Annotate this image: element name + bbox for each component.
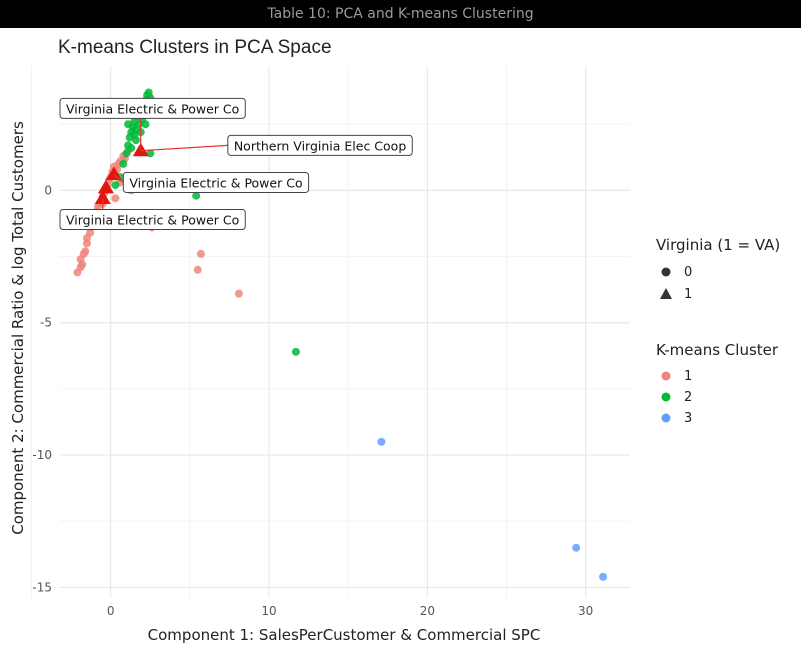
chart-panel: K-means Clusters in PCA Space 0 10 20 30 0-… <box>0 28 801 648</box>
annotation-box <box>59 97 246 119</box>
point-cluster-1 <box>81 247 90 256</box>
legend-label: 2 <box>684 390 692 405</box>
annotation-box <box>59 209 246 231</box>
annotation-label: Virginia Electric & Power Co <box>59 198 246 231</box>
x-axis-ticks: 0 10 20 30 <box>107 604 593 618</box>
annotation-text: Virginia Electric & Power Co <box>66 101 239 116</box>
legends: Virginia (1 = VA) 0 1 K-means Cluster 1 2 3 <box>656 236 780 426</box>
y-axis-ticks: 0 -5 -10 -15 <box>32 183 52 594</box>
point-cluster-2 <box>127 144 136 153</box>
point-cluster-2 <box>122 149 131 158</box>
annotation-connector <box>113 174 124 183</box>
y-tick-label: -15 <box>32 580 52 594</box>
x-tick-label: 0 <box>107 604 115 618</box>
legend-title-cluster: K-means Cluster <box>656 341 779 359</box>
x-tick-label: 10 <box>261 604 276 618</box>
legend-label: 1 <box>684 369 692 384</box>
point-cluster-2 <box>130 130 139 139</box>
x-axis-label: Component 1: SalesPerCustomer & Commerci… <box>148 626 541 644</box>
point-cluster-2 <box>124 120 133 129</box>
annotation-text: Northern Virginia Elec Coop <box>234 138 407 153</box>
point-cluster-2 <box>291 347 300 356</box>
point-cluster-2 <box>119 159 128 168</box>
point-cluster-3 <box>377 437 386 446</box>
annotation-label: Northern Virginia Elec Coop <box>140 134 413 156</box>
point-cluster-2 <box>111 181 120 190</box>
point-cluster-1 <box>111 194 120 203</box>
point-cluster-2 <box>146 149 155 158</box>
annotations: Virginia Electric & Power Co Northern Vir… <box>59 97 413 231</box>
grid-lines <box>31 66 630 598</box>
y-axis-label: Component 2: Commercial Ratio & log Tota… <box>9 121 27 535</box>
annotation-label: Virginia Electric & Power Co <box>113 171 310 193</box>
point-cluster-1 <box>193 265 202 274</box>
point-cluster-1 <box>234 289 243 298</box>
point-cluster-3 <box>572 543 581 552</box>
data-points <box>73 88 608 581</box>
annotation-text: Virginia Electric & Power Co <box>129 175 302 190</box>
window-title: Table 10: PCA and K-means Clustering <box>267 6 534 22</box>
legend-key-cluster-1 <box>661 371 671 381</box>
legend-key-circle <box>661 267 671 277</box>
point-cluster-1 <box>78 260 87 269</box>
virginia-triangle <box>94 190 111 204</box>
point-cluster-2 <box>192 191 201 200</box>
legend-key-triangle <box>660 288 672 299</box>
annotation-connector <box>140 144 228 152</box>
y-tick-label: -5 <box>40 316 52 330</box>
legend-key-cluster-3 <box>661 413 671 423</box>
annotation-box <box>122 171 310 193</box>
legend-title-virginia: Virginia (1 = VA) <box>656 236 780 254</box>
legend-key-cluster-2 <box>661 392 671 402</box>
point-cluster-3 <box>599 572 608 581</box>
annotation-text: Virginia Electric & Power Co <box>66 213 239 228</box>
chart-title: K-means Clusters in PCA Space <box>58 37 332 58</box>
window-title-bar: Table 10: PCA and K-means Clustering <box>0 0 801 28</box>
virginia-triangle <box>97 179 114 194</box>
annotation-label: Virginia Electric & Power Co <box>59 97 246 151</box>
annotation-box <box>227 134 413 156</box>
pca-scatter-chart: K-means Clusters in PCA Space 0 10 20 30 0-… <box>9 37 780 644</box>
legend-label: 0 <box>684 265 692 280</box>
x-tick-label: 30 <box>578 604 593 618</box>
point-cluster-2 <box>141 120 150 129</box>
virginia-triangle <box>105 166 122 181</box>
x-tick-label: 20 <box>420 604 435 618</box>
legend-label: 1 <box>684 287 692 302</box>
y-tick-label: -10 <box>32 448 52 462</box>
legend-label: 3 <box>684 411 692 426</box>
point-cluster-1 <box>196 249 205 258</box>
y-tick-label: 0 <box>44 183 52 197</box>
